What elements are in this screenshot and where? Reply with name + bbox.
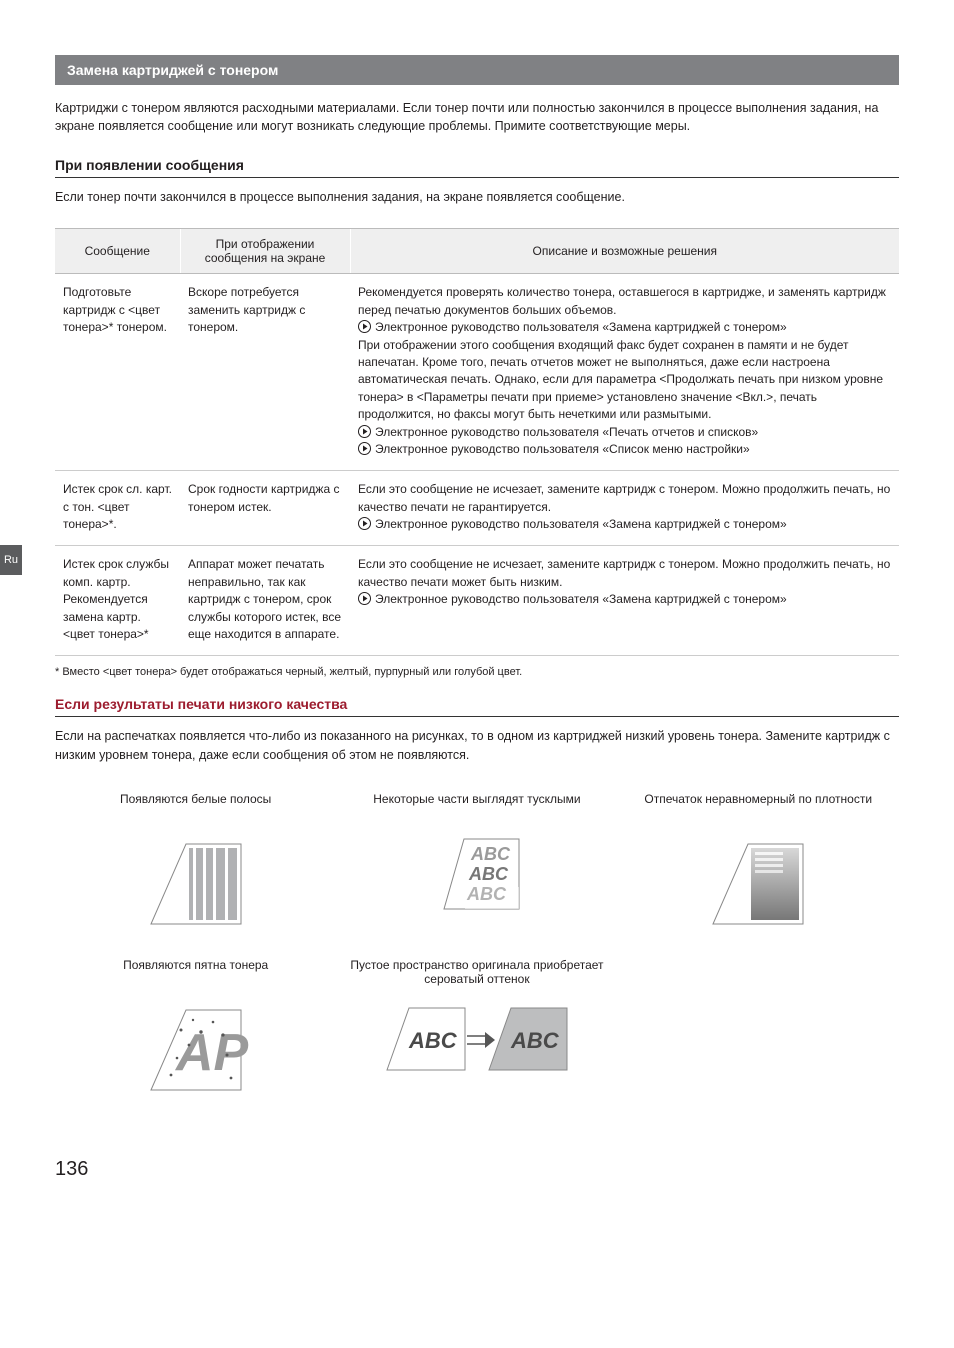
subheading-1: При появлении сообщения [55,157,899,178]
svg-text:AP: AP [174,1024,249,1082]
example-label: Некоторые части выглядят тусклыми [346,792,607,826]
cell-description: Если это сообщение не исчезает, замените… [350,471,899,546]
svg-text:ABC: ABC [510,1028,560,1053]
example-faded-parts-icon: ABC ABC ABC [429,834,524,914]
desc-link: Электронное руководство пользователя «Сп… [375,442,750,456]
desc-link: Электронное руководство пользователя «За… [375,517,787,531]
example-item-empty [618,952,899,1118]
section-header: Замена картриджей с тонером [55,55,899,85]
example-white-streaks-icon [131,834,261,934]
arrow-circle-icon [358,592,371,605]
desc-link: Электронное руководство пользователя «За… [375,320,787,334]
table-header: При отображении сообщения на экране [180,229,350,274]
arrow-circle-icon [358,517,371,530]
desc-link: Электронное руководство пользователя «За… [375,592,787,606]
example-uneven-density-icon [693,834,823,934]
print-quality-examples: Появляются белые полосы Некоторые части … [55,786,899,1118]
svg-text:ABC: ABC [470,844,511,864]
cell-display: Срок годности картриджа с тонером истек. [180,471,350,546]
arrow-circle-icon [358,425,371,438]
example-item: Появляются белые полосы [55,786,336,952]
example-item: Отпечаток неравномерный по плотности [618,786,899,952]
table-footnote: * Вместо <цвет тонера> будет отображатьс… [55,666,899,678]
svg-text:ABC: ABC [468,864,509,884]
cell-description: Рекомендуется проверять количество тонер… [350,274,899,471]
page-content: Замена картриджей с тонером Картриджи с … [0,0,954,1211]
cell-message: Подготовьте картридж с <цвет тонера>* то… [55,274,180,471]
table-row: Истек срок сл. карт. с тон. <цвет тонера… [55,471,899,546]
example-item: Некоторые части выглядят тусклыми ABC AB… [336,786,617,952]
subheading-2: Если результаты печати низкого качества [55,696,899,717]
page-number: 136 [55,1158,899,1181]
example-item: Появляются пятна тонера AP [55,952,336,1118]
cell-message: Истек срок сл. карт. с тон. <цвет тонера… [55,471,180,546]
desc-text: Рекомендуется проверять количество тонер… [358,285,886,316]
messages-table: Сообщение При отображении сообщения на э… [55,228,899,656]
table-header: Описание и возможные решения [350,229,899,274]
table-header: Сообщение [55,229,180,274]
example-label: Появляются пятна тонера [65,958,326,992]
example-label: Пустое пространство оригинала приобретае… [346,958,607,992]
arrow-circle-icon [358,320,371,333]
cell-display: Аппарат может печатать неправильно, так … [180,546,350,656]
example-toner-spots-icon: AP [131,1000,261,1100]
cell-message: Истек срок службы комп. картр. Рекоменду… [55,546,180,656]
desc-text: Если это сообщение не исчезает, замените… [358,557,890,588]
example-item: Пустое пространство оригинала приобретае… [336,952,617,1118]
example-label: Появляются белые полосы [65,792,326,826]
svg-text:ABC: ABC [408,1028,458,1053]
subheading-1-text: Если тонер почти закончился в процессе в… [55,188,899,206]
cell-description: Если это сообщение не исчезает, замените… [350,546,899,656]
arrow-circle-icon [358,442,371,455]
subheading-2-text: Если на распечатках появляется что-либо … [55,727,899,763]
desc-text: Если это сообщение не исчезает, замените… [358,482,890,513]
example-gray-background-icon: ABC ABC [377,1000,577,1080]
desc-link: Электронное руководство пользователя «Пе… [375,425,758,439]
table-row: Подготовьте картридж с <цвет тонера>* то… [55,274,899,471]
desc-text: При отображении этого сообщения входящий… [358,338,883,422]
cell-display: Вскоре потребуется заменить картридж с т… [180,274,350,471]
intro-paragraph: Картриджи с тонером являются расходными … [55,99,899,135]
table-row: Истек срок службы комп. картр. Рекоменду… [55,546,899,656]
example-label: Отпечаток неравномерный по плотности [628,792,889,826]
